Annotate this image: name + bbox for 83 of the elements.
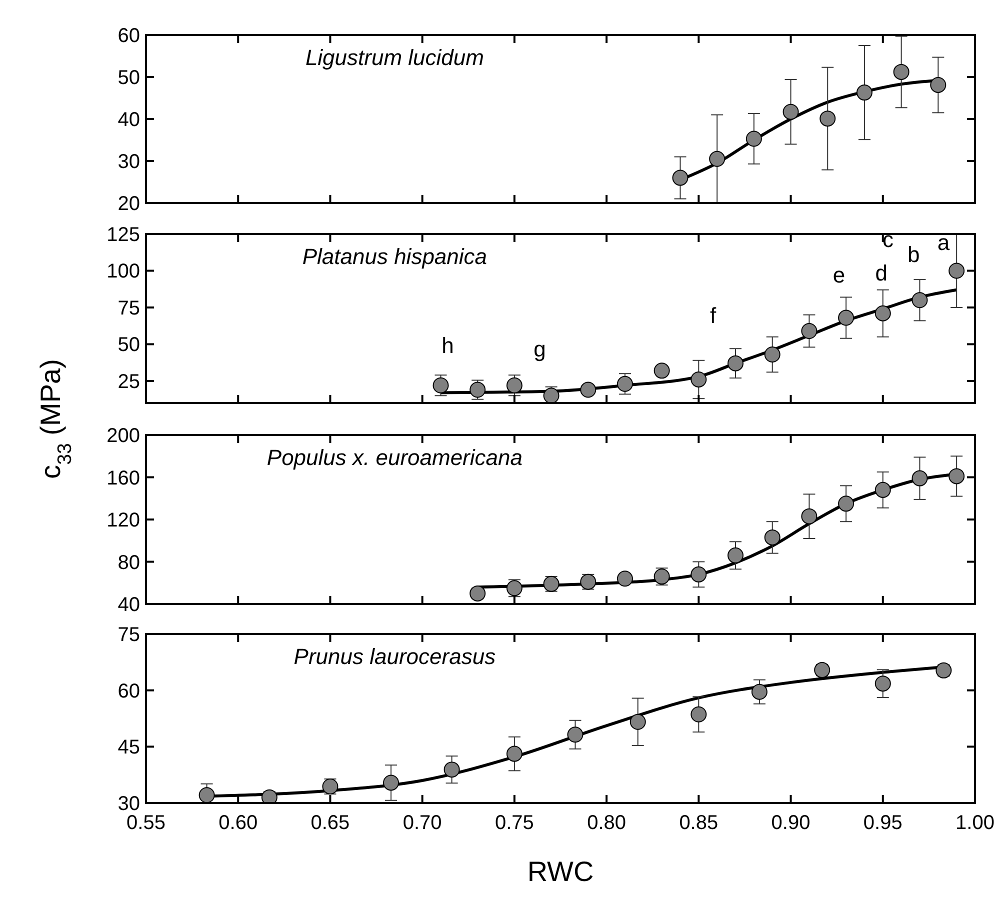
point [728, 355, 744, 372]
y-tick-label: 45 [118, 736, 140, 759]
point [856, 84, 872, 101]
point [709, 150, 726, 167]
point [948, 468, 965, 484]
point [567, 726, 584, 743]
point [801, 508, 818, 524]
y-tick-label: 120 [106, 510, 140, 532]
text: Platanus hispanica [302, 244, 488, 269]
point [751, 684, 768, 700]
annotation: g [534, 336, 546, 362]
point [432, 377, 449, 394]
y-tick-label: 75 [118, 297, 140, 320]
x-axis-title: RWC [527, 856, 594, 887]
point [801, 322, 818, 339]
x-tick-label: 0.70 [402, 812, 442, 834]
x-tick-label: 0.90 [771, 812, 810, 834]
x-tick-label: 0.60 [218, 812, 258, 834]
point [838, 496, 854, 512]
y-tick-label: 30 [118, 151, 140, 173]
x-tick-label: 0.95 [863, 812, 902, 834]
point [764, 346, 780, 363]
point [470, 585, 486, 602]
y-tick-label: 30 [118, 793, 140, 815]
point [383, 774, 400, 791]
point [728, 547, 744, 564]
point [506, 746, 522, 762]
point [654, 362, 670, 379]
point [874, 305, 891, 322]
text: Populus x. euroamericana [266, 445, 522, 470]
annotation: d [875, 260, 888, 286]
point [444, 762, 460, 778]
text: Ligustrum lucidum [305, 45, 484, 70]
point [874, 482, 891, 498]
x-tick-label: 1.00 [956, 812, 994, 834]
y-tick-label: 100 [106, 260, 140, 283]
annotation: b [908, 242, 920, 267]
point [630, 714, 646, 730]
x-tick-label: 0.75 [494, 812, 534, 834]
text: Prunus laurocerasus [294, 644, 496, 669]
y-tick-label: 40 [118, 109, 140, 131]
point [930, 76, 946, 93]
point [690, 566, 707, 582]
annotation: e [832, 262, 846, 288]
point [893, 64, 910, 80]
point [261, 789, 278, 803]
x-tick-label: 0.65 [310, 812, 350, 834]
point [616, 376, 633, 392]
point [506, 377, 522, 394]
x-tick-label: 0.85 [679, 812, 718, 834]
point [912, 470, 928, 486]
x-tick-label: 0.55 [126, 812, 166, 834]
annotation: f [710, 302, 717, 328]
point [838, 310, 854, 326]
point [672, 170, 688, 186]
annotation: a [937, 230, 950, 256]
point [616, 570, 633, 587]
point [198, 787, 215, 803]
x-tick-label: 0.80 [587, 812, 626, 834]
point [874, 676, 891, 692]
y-tick-label: 40 [118, 594, 140, 616]
point [580, 382, 596, 398]
y-tick-label: 60 [118, 680, 140, 702]
y-tick-label: 25 [118, 370, 140, 393]
point [782, 104, 799, 120]
point [820, 110, 836, 127]
y-tick-label: 125 [106, 224, 140, 246]
y-tick-label: 200 [106, 425, 140, 447]
y-tick-label: 75 [118, 624, 140, 646]
y-tick-label: 160 [106, 467, 140, 490]
point [746, 130, 762, 147]
y-tick-label: 80 [118, 552, 140, 574]
point [764, 529, 780, 546]
point [690, 706, 707, 722]
point [690, 371, 707, 388]
y-tick-label: 60 [118, 25, 140, 47]
point [948, 262, 965, 279]
annotation: c [882, 226, 894, 252]
y-tick-label: 50 [118, 334, 140, 356]
y-tick-label: 50 [118, 67, 140, 89]
point [912, 292, 928, 308]
y-tick-label: 20 [118, 193, 140, 215]
annotation: h [442, 333, 454, 358]
